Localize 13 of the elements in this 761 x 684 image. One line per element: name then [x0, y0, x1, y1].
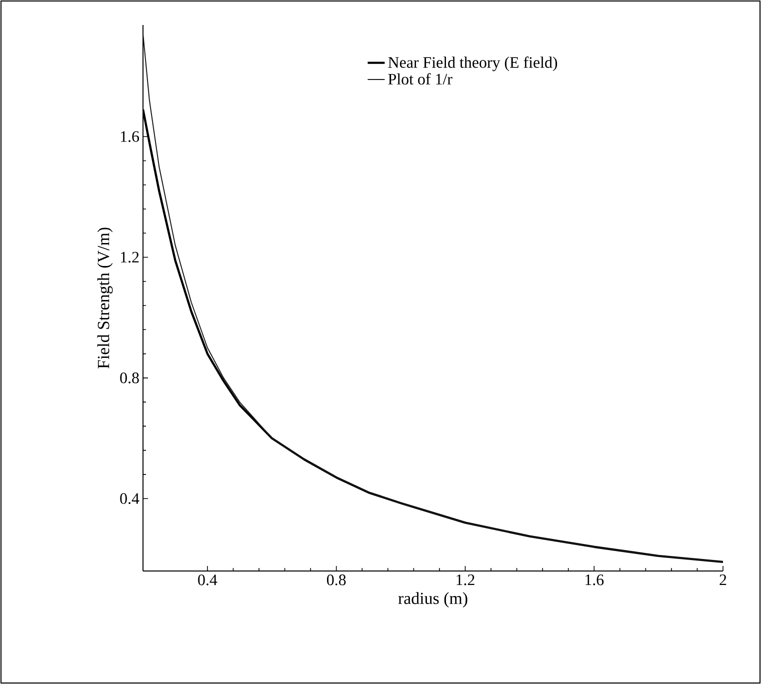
x-tick-label: 0.4 — [198, 574, 218, 586]
y-axis-title: Field Strength (V/m) — [97, 228, 113, 369]
y-tick-label: 1.2 — [120, 252, 139, 263]
x-tick-label: 2 — [720, 574, 726, 586]
legend-label: Plot of 1/r — [388, 73, 452, 85]
x-tick-label: 0.8 — [326, 574, 346, 586]
x-axis-title: radius (m) — [398, 592, 468, 608]
x-tick-label: 1.6 — [586, 574, 604, 586]
legend-label: Near Field theory (E field) — [388, 56, 558, 72]
y-tick-label: 0.8 — [120, 372, 139, 384]
x-tick-label: 1.2 — [456, 574, 474, 586]
y-tick-label: 0.4 — [120, 493, 140, 504]
y-tick-label: 1.6 — [120, 131, 140, 142]
